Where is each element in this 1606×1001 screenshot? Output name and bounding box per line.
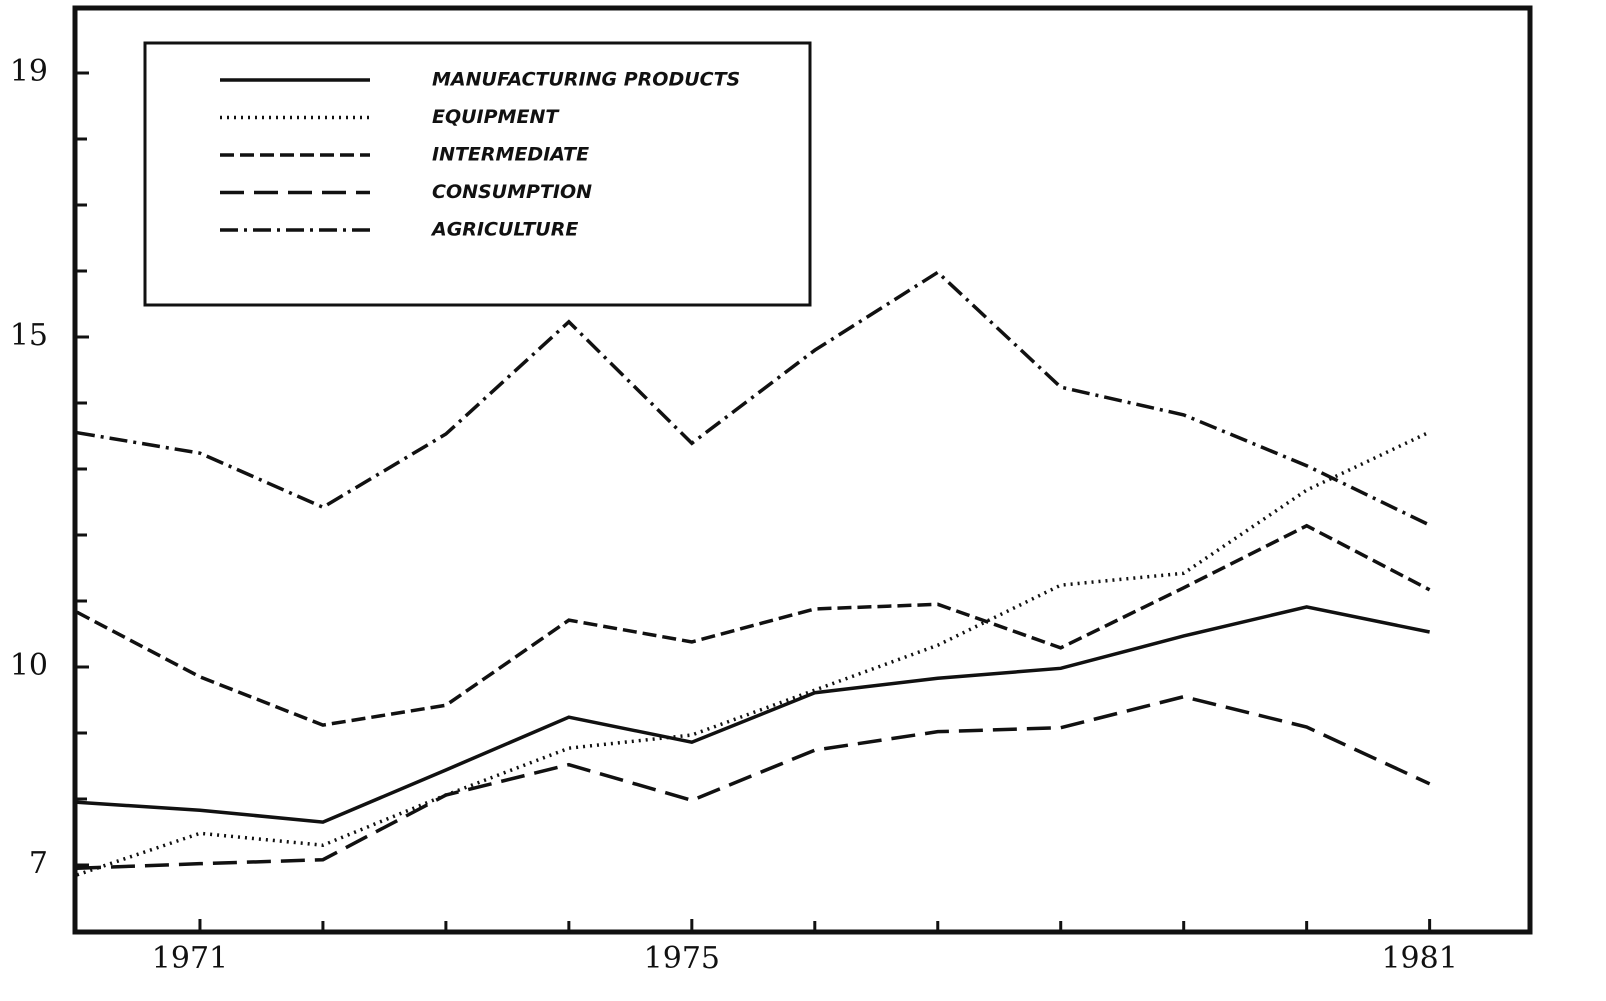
x-tick-label: 1971 <box>152 941 228 976</box>
legend-box <box>143 41 812 307</box>
y-tick-label: 19 <box>10 54 48 89</box>
y-tick-label: 10 <box>10 648 48 683</box>
legend-label: MANUFACTURING PRODUCTS <box>432 69 740 91</box>
x-tick-label: 1975 <box>644 941 720 976</box>
y-tick-label: 15 <box>10 318 48 353</box>
legend-label: INTERMEDIATE <box>432 144 589 166</box>
legend-label: AGRICULTURE <box>430 219 578 241</box>
x-tick-label: 1981 <box>1381 941 1457 976</box>
series-line <box>76 523 1431 727</box>
legend-label: EQUIPMENT <box>432 106 560 128</box>
series-line <box>76 694 1431 871</box>
y-tick-label: 7 <box>29 846 48 881</box>
series-line <box>76 270 1431 527</box>
series-line <box>76 605 1430 824</box>
series-line <box>76 430 1431 877</box>
legend-label: CONSUMPTION <box>432 181 592 203</box>
